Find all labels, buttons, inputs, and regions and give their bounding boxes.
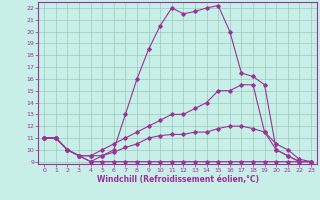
X-axis label: Windchill (Refroidissement éolien,°C): Windchill (Refroidissement éolien,°C) <box>97 175 259 184</box>
